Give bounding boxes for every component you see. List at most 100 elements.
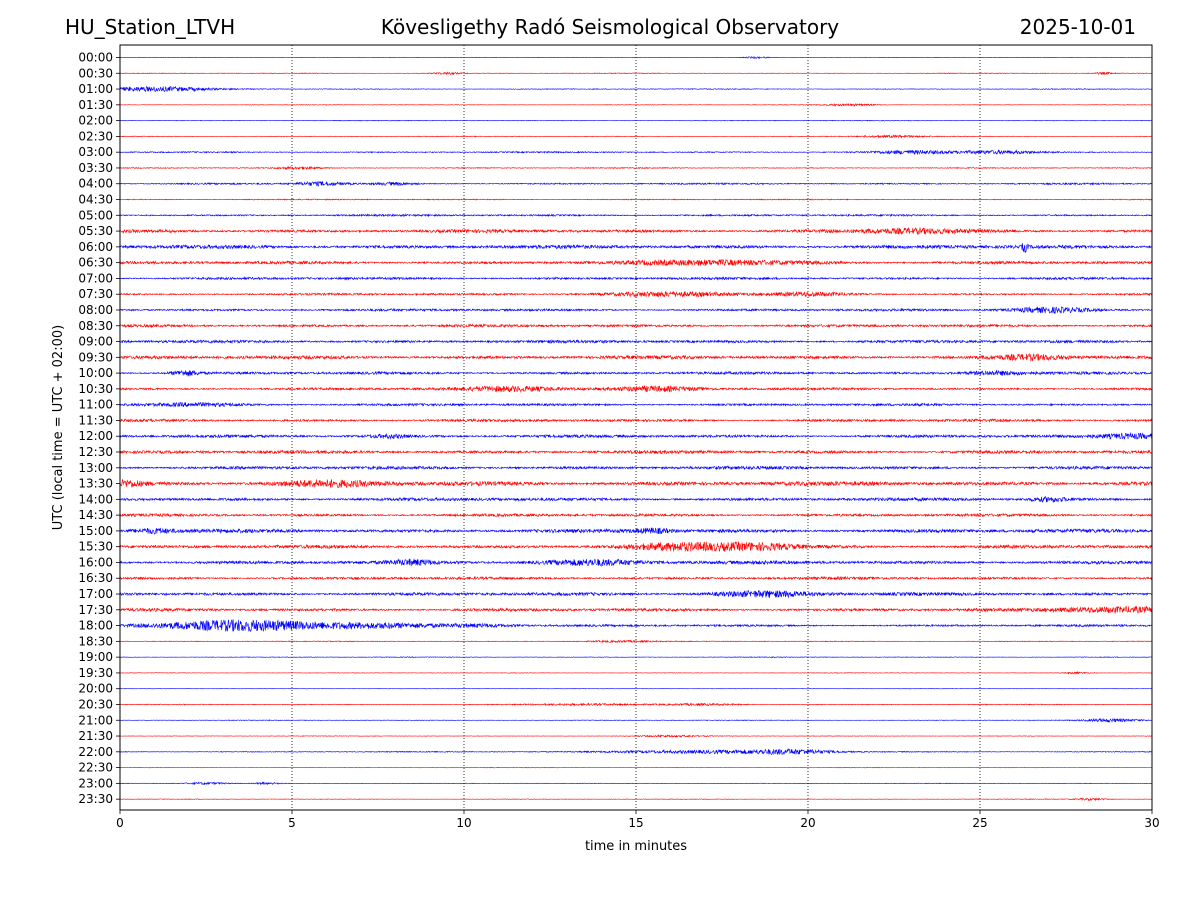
y-tick-label: 17:00 [78,587,113,601]
y-tick-label: 09:30 [78,350,113,364]
y-tick-label: 08:30 [78,319,113,333]
y-tick-label: 10:30 [78,382,113,396]
trace-04:30 [119,198,1153,201]
trace-22:00 [119,748,1153,756]
trace-14:00 [119,495,1153,503]
y-tick-label: 19:30 [78,666,113,680]
trace-03:30 [119,165,1153,171]
trace-02:30 [119,134,1153,139]
trace-09:30 [119,352,1153,362]
x-tick-label: 25 [972,816,987,830]
trace-03:00 [119,149,1153,156]
y-tick-label: 23:00 [78,776,113,790]
trace-10:00 [119,369,1153,377]
x-axis: 0 5 10 15 20 25 30 [116,810,1160,830]
y-tick-label: 14:00 [78,492,113,506]
trace-11:30 [119,418,1153,423]
y-tick-label: 04:00 [78,177,113,191]
trace-05:00 [119,213,1153,218]
trace-12:30 [119,449,1153,455]
trace-23:30 [119,797,1153,802]
trace-23:00 [119,781,1153,786]
trace-15:30 [119,541,1153,552]
y-tick-label: 02:30 [78,129,113,143]
trace-19:00 [119,656,1153,659]
trace-10:30 [119,384,1153,394]
seismic-traces [119,55,1153,802]
chart-date: 2025-10-01 [1019,15,1136,39]
y-tick-label: 07:00 [78,271,113,285]
x-tick-label: 10 [456,816,471,830]
trace-17:00 [119,589,1153,599]
y-tick-label: 05:30 [78,224,113,238]
trace-11:00 [119,401,1153,408]
y-tick-label: 01:30 [78,98,113,112]
y-tick-label: 03:00 [78,145,113,159]
y-tick-label: 23:30 [78,792,113,806]
y-axis-label: UTC (local time = UTC + 02:00) [51,325,66,530]
y-tick-label: 09:00 [78,335,113,349]
trace-01:00 [119,85,1153,93]
y-tick-label: 11:30 [78,413,113,427]
y-tick-label: 04:30 [78,193,113,207]
y-tick-label: 05:00 [78,208,113,222]
trace-05:30 [119,226,1153,236]
y-tick-label: 16:00 [78,555,113,569]
y-tick-label: 15:00 [78,524,113,538]
x-tick-label: 0 [116,816,124,830]
y-tick-label: 18:00 [78,619,113,633]
y-tick-label: 15:30 [78,540,113,554]
y-tick-label: 00:00 [78,51,113,65]
trace-09:00 [119,339,1153,345]
trace-14:30 [119,512,1153,518]
y-tick-label: 20:30 [78,697,113,711]
trace-15:00 [119,527,1153,535]
y-tick-label: 10:00 [78,366,113,380]
y-tick-label: 22:30 [78,761,113,775]
y-tick-label: 21:30 [78,729,113,743]
y-tick-label: 01:00 [78,82,113,96]
y-tick-label: 06:30 [78,256,113,270]
y-tick-label: 12:00 [78,429,113,443]
trace-07:00 [119,276,1153,281]
y-tick-label: 18:30 [78,634,113,648]
trace-20:30 [119,702,1153,707]
y-tick-label: 14:30 [78,508,113,522]
y-tick-label: 07:30 [78,287,113,301]
y-tick-label: 06:00 [78,240,113,254]
y-tick-label: 16:30 [78,571,113,585]
trace-16:00 [119,558,1153,567]
y-tick-label: 20:00 [78,682,113,696]
y-tick-label: 00:30 [78,66,113,80]
trace-13:00 [119,465,1153,471]
y-tick-label: 13:00 [78,461,113,475]
trace-00:30 [119,71,1153,76]
trace-07:30 [119,290,1153,298]
y-tick-label: 21:00 [78,713,113,727]
x-tick-label: 30 [1144,816,1159,830]
x-tick-label: 15 [628,816,643,830]
chart-title: Kövesligethy Radó Seismological Observat… [380,15,840,39]
trace-04:00 [119,180,1153,187]
trace-21:00 [119,717,1153,723]
trace-21:30 [119,734,1153,738]
station-name: HU_Station_LTVH [65,15,236,39]
y-tick-label: 19:00 [78,650,113,664]
y-tick-label: 02:00 [78,114,113,128]
trace-13:30 [119,479,1153,489]
y-tick-label: 22:00 [78,745,113,759]
trace-18:00 [119,619,1153,633]
x-tick-label: 20 [800,816,815,830]
trace-02:00 [119,119,1153,122]
y-tick-label: 13:30 [78,477,113,491]
trace-06:30 [119,258,1153,267]
y-tick-label: 17:30 [78,603,113,617]
y-tick-label: 11:00 [78,398,113,412]
y-tick-label: 03:30 [78,161,113,175]
y-tick-label: 12:30 [78,445,113,459]
trace-01:30 [119,102,1153,107]
trace-18:30 [119,639,1153,644]
x-axis-label: time in minutes [585,839,687,854]
